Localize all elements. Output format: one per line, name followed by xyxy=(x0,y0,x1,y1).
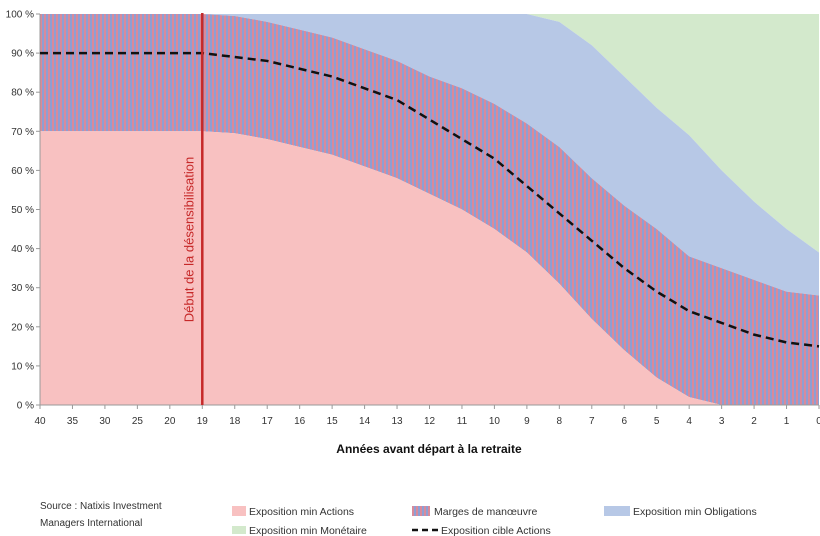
annotation-label: Début de la désensibilisation xyxy=(181,157,196,323)
x-tick-label: 10 xyxy=(489,416,501,427)
legend: Exposition min Actions Marges de manœuvr… xyxy=(232,506,757,536)
y-tick-label: 80 % xyxy=(11,88,34,99)
x-tick-label: 4 xyxy=(686,416,692,427)
x-tick-label: 14 xyxy=(359,416,371,427)
area-monetaire xyxy=(40,14,819,253)
x-tick-labels: 40 35 30 25 20 19 18 17 16 15 14 13 12 11 10 9 8 7 6 5 4 3 2 1 0 xyxy=(34,405,820,427)
legend-swatch-marges xyxy=(412,506,430,516)
y-tick-label: 90 % xyxy=(11,49,34,60)
x-tick-label: 25 xyxy=(132,416,144,427)
y-tick-label: 0 % xyxy=(17,401,34,412)
y-tick-label: 40 % xyxy=(11,244,34,255)
x-tick-label: 20 xyxy=(164,416,176,427)
legend-label-actions: Exposition min Actions xyxy=(249,506,354,518)
legend-label-cible: Exposition cible Actions xyxy=(441,525,551,536)
source-line-1: Source : Natixis Investment xyxy=(40,501,162,512)
legend-swatch-obligations xyxy=(604,506,630,516)
area-obligations xyxy=(40,14,819,296)
y-tick-labels: 0 % 10 % 20 % 30 % 40 % 50 % 60 % 70 % 80 % 90 % 1… xyxy=(6,10,40,412)
legend-swatch-monetaire xyxy=(232,526,246,534)
x-tick-label: 13 xyxy=(391,416,403,427)
x-tick-label: 40 xyxy=(34,416,46,427)
y-tick-label: 20 % xyxy=(11,322,34,333)
x-tick-label: 3 xyxy=(719,416,725,427)
area-actions xyxy=(40,131,819,406)
legend-item-monetaire: Exposition min Monétaire xyxy=(232,525,367,536)
y-tick-label: 10 % xyxy=(11,361,34,372)
x-tick-label: 9 xyxy=(524,416,530,427)
x-tick-label: 19 xyxy=(197,416,209,427)
areas-layer xyxy=(40,14,819,406)
legend-item-actions: Exposition min Actions xyxy=(232,506,354,518)
y-tick-label: 60 % xyxy=(11,166,34,177)
annotation-layer: Début de la désensibilisation xyxy=(181,13,204,405)
legend-item-marges: Marges de manœuvre xyxy=(412,506,537,518)
x-tick-label: 30 xyxy=(99,416,111,427)
x-tick-label: 0 xyxy=(816,416,820,427)
x-tick-label: 6 xyxy=(621,416,627,427)
y-tick-label: 30 % xyxy=(11,283,34,294)
legend-item-obligations: Exposition min Obligations xyxy=(604,506,757,518)
area-marges xyxy=(40,14,819,405)
y-tick-label: 70 % xyxy=(11,127,34,138)
x-tick-label: 5 xyxy=(654,416,660,427)
legend-label-marges: Marges de manœuvre xyxy=(434,506,537,518)
x-tick-label: 8 xyxy=(557,416,563,427)
y-tick-label: 100 % xyxy=(6,10,34,21)
x-tick-label: 17 xyxy=(262,416,274,427)
x-tick-label: 15 xyxy=(327,416,339,427)
legend-swatch-actions xyxy=(232,506,246,516)
y-tick-label: 50 % xyxy=(11,205,34,216)
x-axis-title: Années avant départ à la retraite xyxy=(336,442,522,456)
x-tick-label: 2 xyxy=(751,416,757,427)
x-tick-label: 11 xyxy=(457,416,468,427)
source-line-2: Managers International xyxy=(40,518,142,529)
x-tick-label: 16 xyxy=(294,416,306,427)
x-tick-label: 12 xyxy=(424,416,436,427)
x-tick-label: 7 xyxy=(589,416,595,427)
legend-label-monetaire: Exposition min Monétaire xyxy=(249,525,367,536)
legend-item-cible: Exposition cible Actions xyxy=(412,525,551,536)
legend-label-obligations: Exposition min Obligations xyxy=(633,506,757,518)
x-tick-label: 18 xyxy=(229,416,241,427)
x-tick-label: 35 xyxy=(67,416,79,427)
x-tick-label: 1 xyxy=(784,416,790,427)
